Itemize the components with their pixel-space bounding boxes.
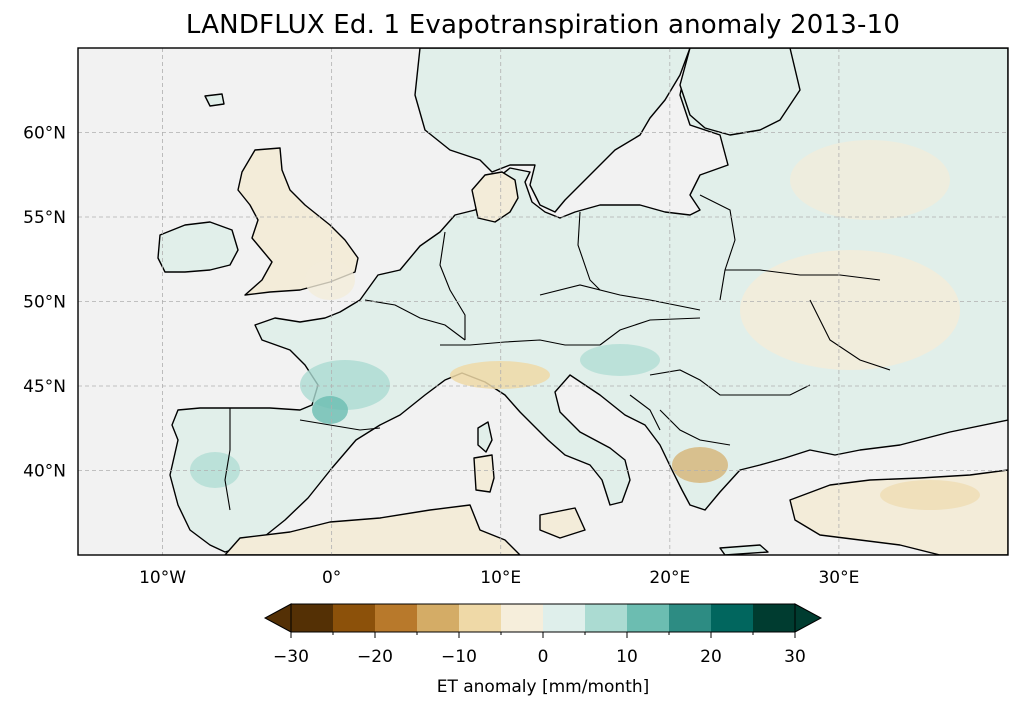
colorbar: −30 −20 −10 0 10 20 30 ET anomaly [mm/month] [263,603,823,697]
crete [719,544,769,555]
colorbar-tick-label: −30 [273,647,309,667]
scandinavia [414,48,691,213]
country-borders [224,194,891,511]
sicily [539,507,586,539]
colorbar-tick-label: 30 [784,647,806,667]
colorbar-segment [417,604,460,632]
longitude-labels: 10°W 0° 10°E 20°E 30°E [139,568,859,588]
colorbar-segment [375,604,418,632]
colorbar-tick-label: −20 [357,647,393,667]
anomaly-patches [190,140,980,510]
colorbar-extend-min [263,603,292,633]
lat-tick-label: 45°N [23,377,66,397]
colorbar-segment [669,604,712,632]
colorbar-segment [711,604,754,632]
map-frame [77,47,1009,556]
colorbar-tick-label: 10 [616,647,638,667]
colorbar-tick-label: 20 [700,647,722,667]
north-africa [224,504,521,555]
colorbar-tick-label: −10 [441,647,477,667]
colorbar-segment [501,604,544,632]
colorbar-segment [459,604,502,632]
lat-tick-label: 60°N [23,124,66,144]
colorbar-segment [585,604,628,632]
great-britain [237,147,359,296]
sardinia [473,454,495,493]
corsica [477,421,493,453]
colorbar-extend-max [794,603,823,633]
lat-tick-label: 55°N [23,208,66,228]
lat-tick-label: 50°N [23,293,66,313]
lon-tick-label: 10°W [139,568,186,588]
jutland [471,171,519,223]
map-title: LANDFLUX Ed. 1 Evapotranspiration anomal… [185,10,901,40]
lon-tick-label: 10°E [480,568,521,588]
lat-tick-label: 40°N [23,462,66,482]
colorbar-segment [627,604,670,632]
lon-tick-label: 20°E [649,568,690,588]
colorbar-segment [753,604,796,632]
colorbar-label: ET anomaly [mm/month] [437,677,650,697]
lon-tick-label: 0° [322,568,341,588]
island-nw [204,93,225,107]
lon-tick-label: 30°E [818,568,859,588]
colorbar-segment [291,604,334,632]
latitude-labels: 40°N 45°N 50°N 55°N 60°N [23,124,66,482]
colorbar-tick-label: 0 [538,647,549,667]
colorbar-segment [333,604,376,632]
gridlines [78,48,1008,555]
colorbar-segment [543,604,586,632]
